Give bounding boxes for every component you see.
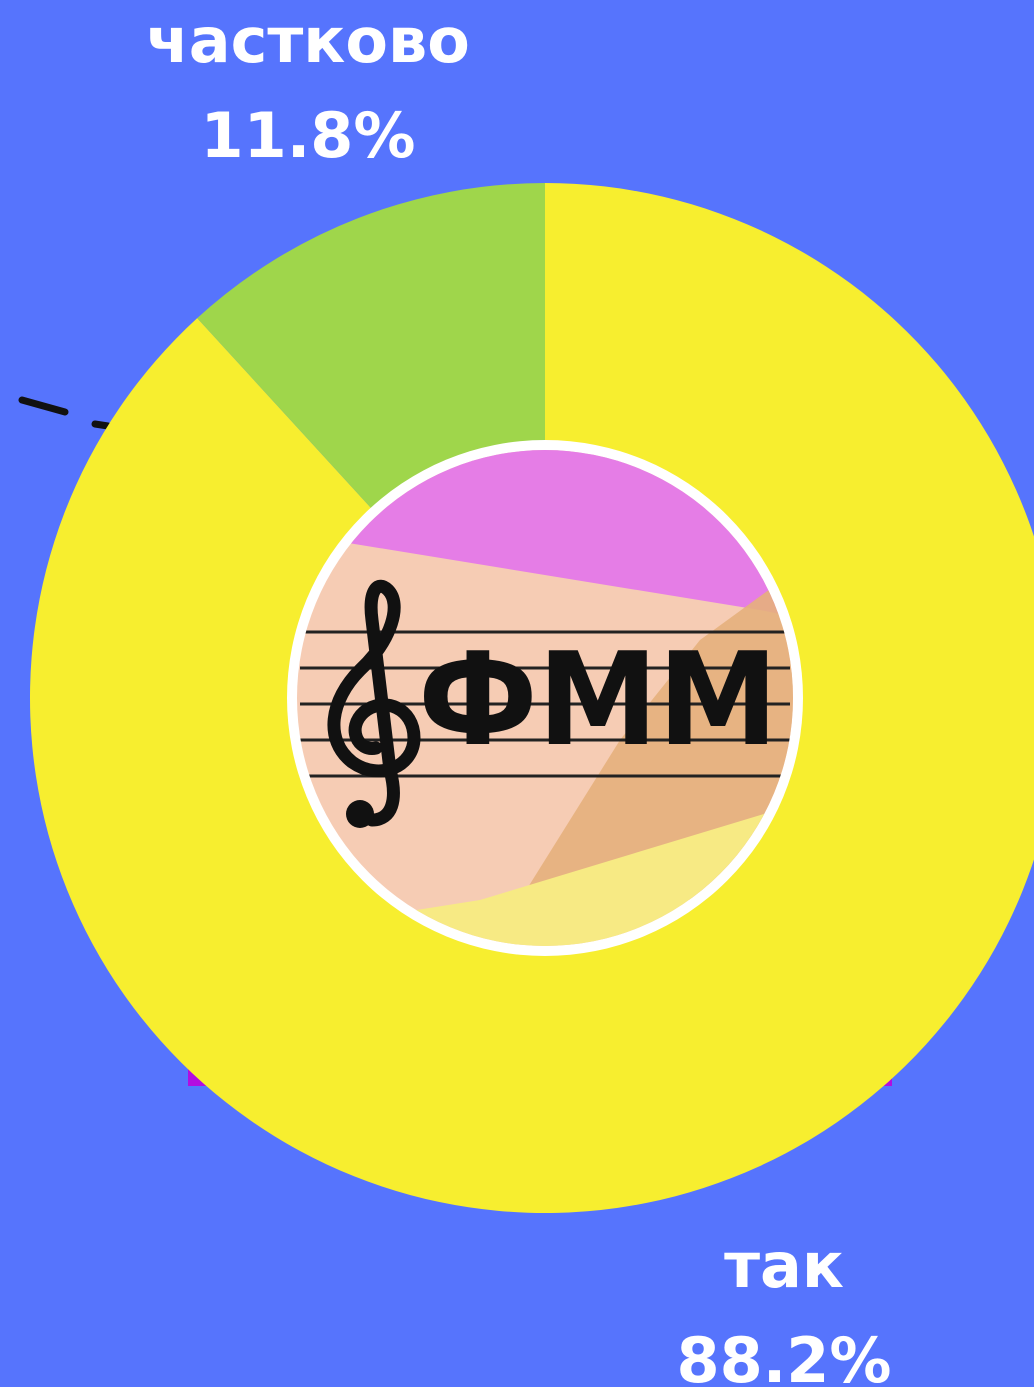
logo-text: ФММ (418, 626, 778, 775)
treble-clef-icon (327, 579, 421, 828)
slice-value-chastkovo: 11.8% (200, 99, 415, 172)
slice-label-chastkovo: частково (146, 4, 470, 77)
slice-labels: частково 11.8% так 88.2% (146, 4, 891, 1387)
slice-label-tak: так (724, 1229, 844, 1302)
pen-mark (18, 396, 69, 416)
pen-mark (91, 420, 112, 430)
logo-orange-shape (520, 560, 793, 900)
slice-value-tak: 88.2% (676, 1324, 891, 1387)
